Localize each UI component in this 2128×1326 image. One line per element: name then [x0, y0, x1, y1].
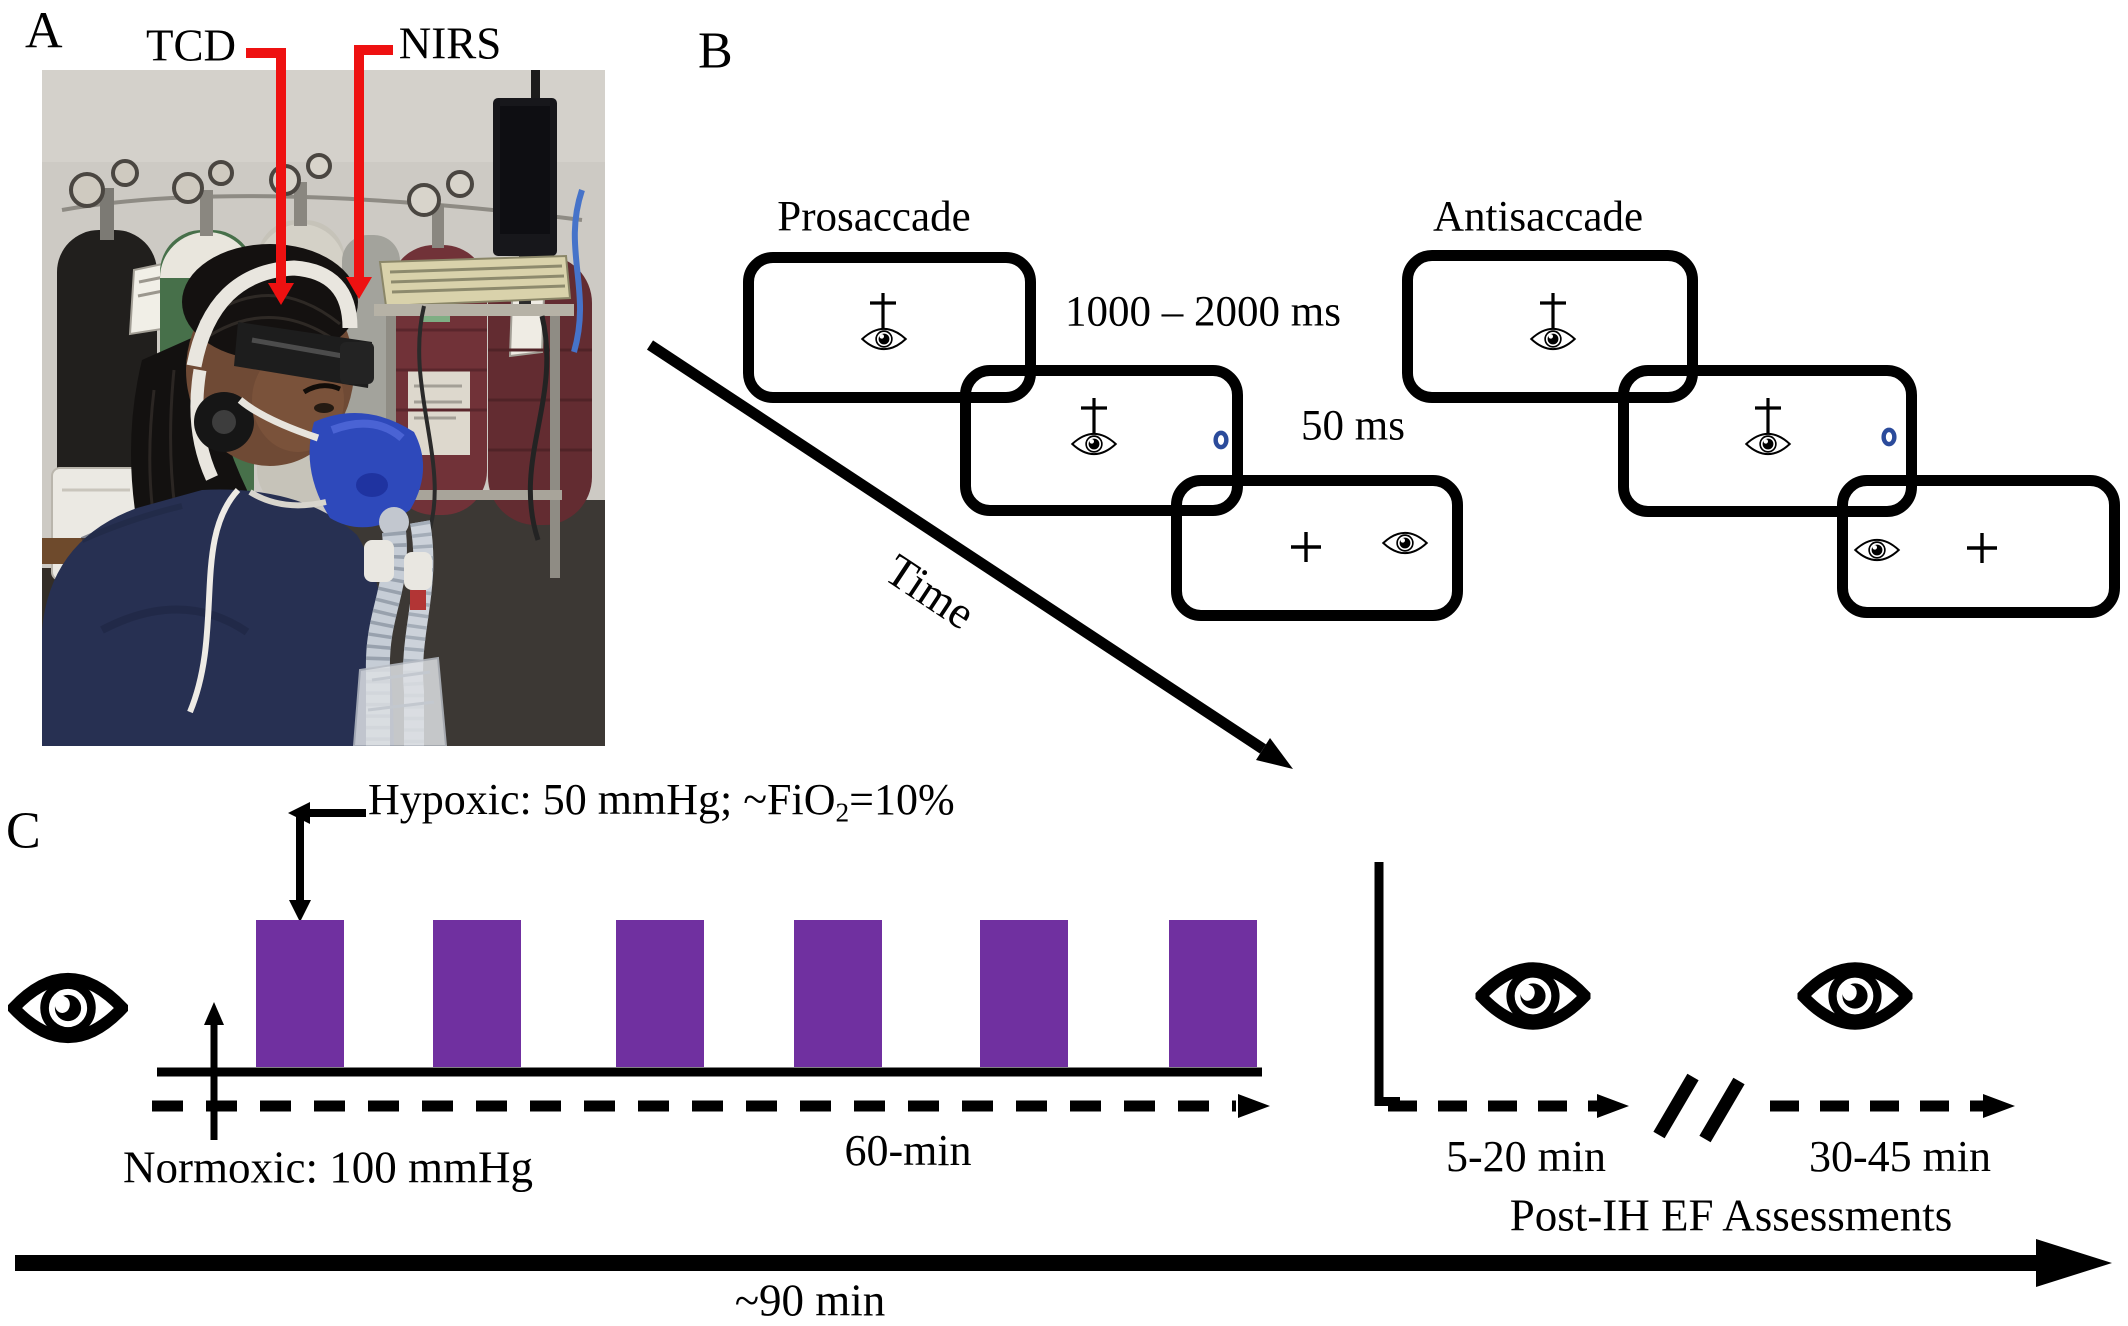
- hypoxic-episode-bar: [616, 920, 704, 1067]
- time-arrow: [646, 340, 1293, 769]
- eye-icon: [860, 324, 908, 354]
- eye-icon: [8, 962, 128, 1054]
- assessment-window-2-label: 30-45 min: [1808, 1131, 1992, 1181]
- timeline-break-icon: [1653, 1073, 1745, 1143]
- antisaccade-title: Antisaccade: [1432, 193, 1644, 241]
- hypoxic-episode-bar: [433, 920, 521, 1067]
- panel-c-label: C: [6, 802, 41, 860]
- eye-icon: [1476, 952, 1591, 1040]
- hypoxic-label: Hypoxic: 50 mmHg; ~FiO2=10%: [368, 774, 955, 828]
- participant-photo: [42, 70, 605, 747]
- nirs-annotation: NIRS: [398, 18, 502, 69]
- eye-icon: [1381, 528, 1429, 558]
- fixation-cross-icon: [1965, 531, 1999, 565]
- target-circle-icon: [1213, 430, 1230, 451]
- prosaccade-screen-response: [1171, 475, 1463, 621]
- normoxic-label: Normoxic: 100 mmHg: [123, 1142, 533, 1193]
- prosaccade-screen-target: [960, 365, 1243, 516]
- hypoxic-label-subscript: 2: [835, 797, 850, 828]
- eye-icon: [1070, 429, 1118, 459]
- antisaccade-screen-target: [1618, 365, 1917, 517]
- tcd-pointer-arrow: [246, 48, 294, 305]
- fixation-duration-label: 1000 – 2000 ms: [1065, 288, 1341, 336]
- hypoxic-label-prefix: Hypoxic: 50 mmHg; ~FiO: [368, 774, 836, 824]
- target-circle-icon: [1881, 427, 1898, 448]
- antisaccade-screen-fixation: [1402, 250, 1698, 403]
- target-duration-label: 50 ms: [1301, 402, 1405, 450]
- tcd-annotation: TCD: [146, 20, 236, 71]
- nirs-pointer-arrow: [346, 45, 393, 299]
- prosaccade-title: Prosaccade: [777, 193, 971, 241]
- ih-duration-label: 60-min: [844, 1125, 972, 1175]
- hypoxic-episode-bar: [1169, 920, 1257, 1067]
- normoxic-pointer-arrow: [204, 1002, 224, 1140]
- assessment-window-1-label: 5-20 min: [1445, 1131, 1607, 1181]
- hypoxic-episode-bar: [256, 920, 344, 1067]
- assessment-2-dashed-arrow: [1770, 1094, 2015, 1118]
- antisaccade-screen-response: [1837, 475, 2120, 618]
- hypoxic-label-suffix: =10%: [849, 774, 955, 824]
- fixation-cross-icon: [1289, 530, 1323, 564]
- total-duration-label: ~90 min: [734, 1275, 886, 1326]
- eye-icon: [1798, 952, 1913, 1040]
- prosaccade-screen-fixation: [743, 252, 1036, 403]
- ih-timeline-dashed-arrow: [152, 1094, 1270, 1118]
- panel-b-label: B: [698, 22, 733, 80]
- hypoxic-episode-bar: [980, 920, 1068, 1067]
- hypoxic-episode-bar: [794, 920, 882, 1067]
- total-duration-arrow: [15, 1239, 2112, 1287]
- participant-photo-illustration: [42, 70, 605, 747]
- eye-icon: [1744, 429, 1792, 459]
- post-ih-axis: [1374, 862, 1400, 1106]
- post-ih-assessments-title: Post-IH EF Assessments: [1509, 1190, 1953, 1241]
- eye-icon: [1529, 324, 1577, 354]
- assessment-1-dashed-arrow: [1388, 1094, 1629, 1118]
- panel-a-label: A: [25, 2, 63, 60]
- eye-icon: [1853, 535, 1901, 565]
- hypoxic-pointer-arrow: [288, 802, 366, 922]
